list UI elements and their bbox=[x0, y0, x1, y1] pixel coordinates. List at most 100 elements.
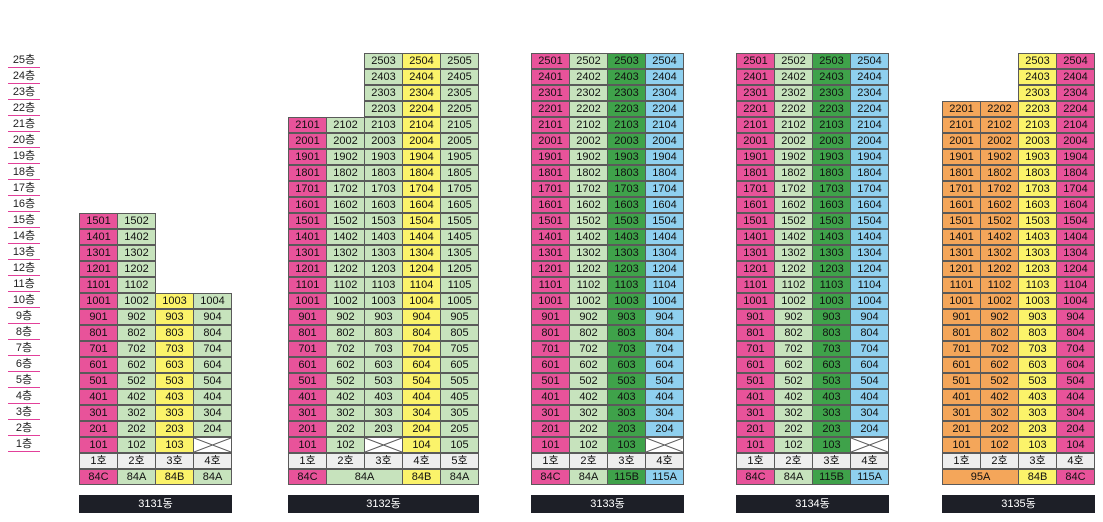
unit-cell: 1205 bbox=[440, 261, 479, 277]
unit-cell: 1303 bbox=[607, 245, 646, 261]
unit-cell: 902 bbox=[569, 309, 608, 325]
unit-cell: 804 bbox=[193, 325, 232, 341]
unit-cell: 203 bbox=[812, 421, 851, 437]
unit-cell: 1301 bbox=[288, 245, 327, 261]
unit-cell: 1203 bbox=[364, 261, 403, 277]
unit-cell: 502 bbox=[774, 373, 813, 389]
unit-cell: 1302 bbox=[980, 245, 1019, 261]
unit-cell: 1201 bbox=[736, 261, 775, 277]
unit-cell: 101 bbox=[736, 437, 775, 453]
unit-cell: 501 bbox=[736, 373, 775, 389]
unit-cell: 2002 bbox=[569, 133, 608, 149]
unit-cell: 401 bbox=[79, 389, 118, 405]
unit-cell: 1501 bbox=[736, 213, 775, 229]
unit-cell: 903 bbox=[364, 309, 403, 325]
unit-cell: 705 bbox=[440, 341, 479, 357]
unit-cell: 2503 bbox=[364, 53, 403, 69]
unit-cell: 902 bbox=[774, 309, 813, 325]
unit-type-label: 115A bbox=[850, 469, 889, 485]
unit-cell: 2204 bbox=[402, 101, 441, 117]
unit-cell: 102 bbox=[326, 437, 365, 453]
unit-cell: 903 bbox=[607, 309, 646, 325]
unit-cell: 504 bbox=[1056, 373, 1095, 389]
unit-type-label: 95A bbox=[942, 469, 1019, 485]
floor-label: 16층 bbox=[8, 197, 40, 212]
unit-cell: 303 bbox=[812, 405, 851, 421]
unit-cell: 904 bbox=[850, 309, 889, 325]
unit-cell: 1201 bbox=[79, 261, 118, 277]
unit-cell: 501 bbox=[288, 373, 327, 389]
unit-cell: 1801 bbox=[736, 165, 775, 181]
unit-cell: 1603 bbox=[812, 197, 851, 213]
unit-cell: 2003 bbox=[364, 133, 403, 149]
unit-cell: 1302 bbox=[774, 245, 813, 261]
unit-cell: 803 bbox=[607, 325, 646, 341]
line-number-label: 5호 bbox=[440, 453, 479, 469]
unit-cell: 2001 bbox=[531, 133, 570, 149]
unit-cell: 1504 bbox=[850, 213, 889, 229]
unit-cell: 1901 bbox=[736, 149, 775, 165]
unit-cell: 602 bbox=[569, 357, 608, 373]
unit-cell: 1101 bbox=[79, 277, 118, 293]
floor-label: 7층 bbox=[8, 341, 40, 356]
unit-cell: 103 bbox=[812, 437, 851, 453]
unit-cell: 801 bbox=[79, 325, 118, 341]
unit-cell: 601 bbox=[531, 357, 570, 373]
unit-cell: 1903 bbox=[812, 149, 851, 165]
unit-cell: 2304 bbox=[850, 85, 889, 101]
unit-cell: 2005 bbox=[440, 133, 479, 149]
unit-cell: 1203 bbox=[812, 261, 851, 277]
unit-cell: 801 bbox=[531, 325, 570, 341]
unit-cell: 1401 bbox=[736, 229, 775, 245]
unit-cell: 1202 bbox=[774, 261, 813, 277]
unit-cell: 2403 bbox=[364, 69, 403, 85]
unit-cell: 1503 bbox=[364, 213, 403, 229]
unit-cell: 604 bbox=[1056, 357, 1095, 373]
unit-cell: 603 bbox=[1018, 357, 1057, 373]
unit-cell: 304 bbox=[193, 405, 232, 421]
unit-cell: 304 bbox=[1056, 405, 1095, 421]
unit-cell: 1904 bbox=[850, 149, 889, 165]
unit-cell: 602 bbox=[774, 357, 813, 373]
building-name-label: 3135동 bbox=[942, 495, 1095, 513]
unit-cell: 1503 bbox=[1018, 213, 1057, 229]
line-number-label: 2호 bbox=[774, 453, 813, 469]
unit-cell: 1001 bbox=[79, 293, 118, 309]
unit-cell: 1202 bbox=[117, 261, 156, 277]
unit-cell: 1004 bbox=[193, 293, 232, 309]
unit-cell: 303 bbox=[1018, 405, 1057, 421]
unit-cell: 1404 bbox=[645, 229, 684, 245]
unit-cell: 1004 bbox=[645, 293, 684, 309]
unit-cell: 1902 bbox=[980, 149, 1019, 165]
unit-cell: 2402 bbox=[774, 69, 813, 85]
line-number-label: 4호 bbox=[1056, 453, 1095, 469]
unit-cell: 2203 bbox=[607, 101, 646, 117]
unit-cell: 202 bbox=[569, 421, 608, 437]
line-number-label: 4호 bbox=[402, 453, 441, 469]
unit-cell: 401 bbox=[942, 389, 981, 405]
empty-unit-cell bbox=[645, 437, 684, 453]
unit-cell: 903 bbox=[1018, 309, 1057, 325]
unit-cell: 802 bbox=[326, 325, 365, 341]
floor-label: 12층 bbox=[8, 261, 40, 276]
unit-cell: 1301 bbox=[79, 245, 118, 261]
unit-cell: 1301 bbox=[942, 245, 981, 261]
unit-cell: 1702 bbox=[980, 181, 1019, 197]
unit-cell: 302 bbox=[117, 405, 156, 421]
unit-cell: 702 bbox=[774, 341, 813, 357]
unit-cell: 2505 bbox=[440, 53, 479, 69]
unit-cell: 201 bbox=[288, 421, 327, 437]
unit-cell: 1302 bbox=[117, 245, 156, 261]
unit-cell: 402 bbox=[326, 389, 365, 405]
unit-cell: 704 bbox=[402, 341, 441, 357]
unit-cell: 1802 bbox=[569, 165, 608, 181]
floor-label: 20층 bbox=[8, 133, 40, 148]
unit-cell: 1601 bbox=[288, 197, 327, 213]
unit-cell: 2002 bbox=[980, 133, 1019, 149]
unit-cell: 1704 bbox=[402, 181, 441, 197]
line-number-label: 2호 bbox=[980, 453, 1019, 469]
floor-label: 9층 bbox=[8, 309, 40, 324]
unit-cell: 1602 bbox=[569, 197, 608, 213]
unit-cell: 204 bbox=[850, 421, 889, 437]
unit-cell: 904 bbox=[1056, 309, 1095, 325]
